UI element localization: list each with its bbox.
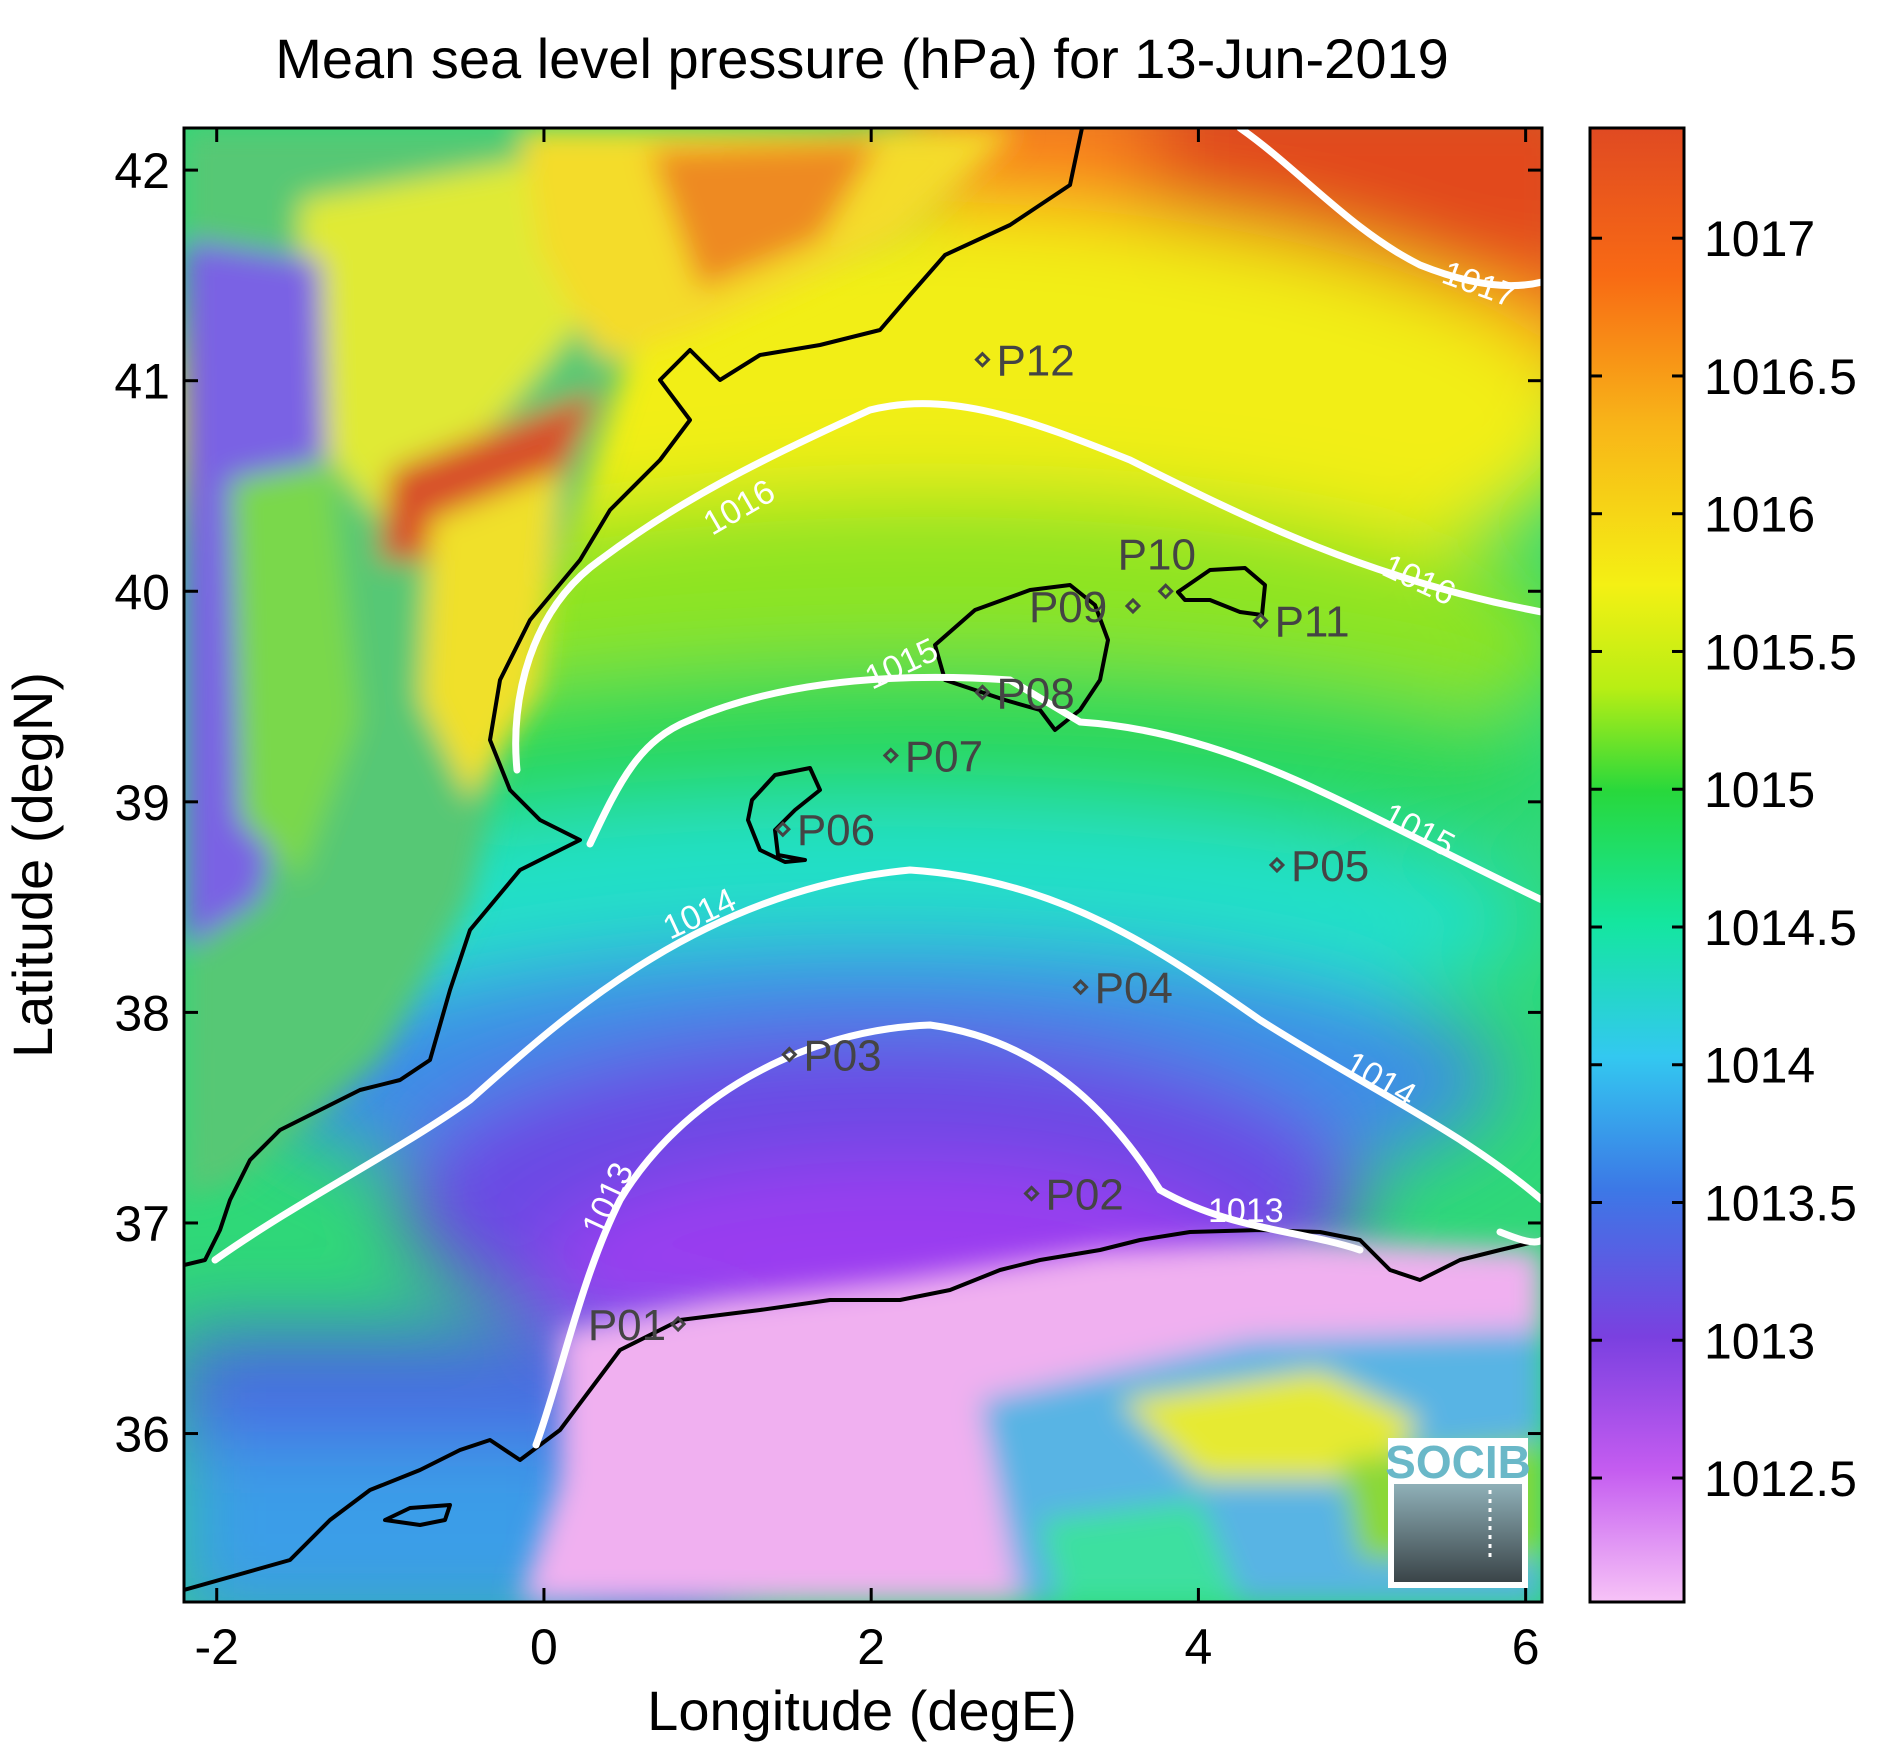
station-p07[interactable]: P07: [882, 733, 983, 782]
station-label: P09: [1029, 583, 1107, 632]
colorbar-tick-label: 1016.5: [1704, 349, 1857, 405]
isobar-1016: [512, 400, 1542, 774]
station-label: P06: [797, 806, 875, 855]
colorbar-tick-label: 1014.5: [1704, 900, 1857, 956]
colorbar-scale: [1588, 126, 1686, 1604]
station-p08[interactable]: P08: [974, 669, 1075, 718]
station-p10[interactable]: P10: [1118, 530, 1196, 600]
colorbar-tick-label: 1014: [1704, 1038, 1815, 1094]
station-marker-icon: [1023, 1185, 1040, 1202]
station-marker-icon: [1124, 597, 1142, 615]
station-marker-icon: [1157, 583, 1174, 600]
station-p02[interactable]: P02: [1023, 1170, 1124, 1219]
contour-label-1013-east: 1013: [1208, 1192, 1284, 1230]
station-marker-icon: [974, 684, 991, 701]
axes: -2 0 2 4 6 36 37 38 39 40 41 42: [114, 128, 1542, 1675]
station-label: P05: [1291, 842, 1369, 891]
station-marker-icon: [1072, 979, 1089, 996]
coastlines: [184, 128, 1542, 1592]
x-tick-label: 2: [857, 1619, 885, 1675]
station-marker-icon: [974, 351, 991, 368]
isobar-1014: [211, 866, 1542, 1264]
station-marker-icon: [1268, 856, 1286, 874]
colorbar-tick-label: 1013.5: [1704, 1176, 1857, 1232]
x-tick-label: 0: [530, 1619, 558, 1675]
socib-logo-text: SOCIB: [1385, 1436, 1531, 1488]
station-p11[interactable]: P11: [1252, 598, 1350, 647]
station-marker-icon: [781, 1046, 798, 1063]
station-label: P03: [803, 1032, 881, 1081]
y-tick-label: 37: [114, 1196, 170, 1252]
station-p04[interactable]: P04: [1072, 964, 1173, 1013]
station-p01[interactable]: P01: [588, 1301, 687, 1350]
station-label: P07: [905, 733, 983, 782]
colorbar-tick-label: 1012.5: [1704, 1451, 1857, 1507]
y-tick-label: 42: [114, 143, 170, 199]
colorbar-tick-label: 1015.5: [1704, 624, 1857, 680]
station-label: P12: [996, 337, 1074, 386]
y-tick-label: 39: [114, 775, 170, 831]
y-tick-label: 36: [114, 1407, 170, 1463]
colorbar-tick-label: 1016: [1704, 487, 1815, 543]
y-axis-label: Latitude (degN): [1, 672, 64, 1058]
colorbar-ticks: 1012.5 1013 1013.5 1014 1014.5 1015 1015.5 1016…: [1590, 211, 1857, 1507]
station-label: P02: [1046, 1170, 1124, 1219]
plot-frame: [182, 126, 1544, 1604]
station-p05[interactable]: P05: [1268, 842, 1369, 891]
isobars: [211, 128, 1542, 1449]
colorbar-tick-label: 1013: [1704, 1313, 1815, 1369]
isobar-1015: [586, 673, 1542, 904]
pressure-field: [184, 128, 1542, 1602]
station-label: P11: [1275, 598, 1350, 647]
x-tick-label: -2: [194, 1619, 238, 1675]
isobar-1017: [1236, 128, 1542, 290]
x-tick-label: 4: [1185, 1619, 1213, 1675]
station-p03[interactable]: P03: [781, 1032, 882, 1081]
station-label: P10: [1118, 530, 1196, 579]
station-p12[interactable]: P12: [974, 337, 1075, 386]
colorbar-tick-label: 1015: [1704, 762, 1815, 818]
y-tick-label: 38: [114, 985, 170, 1041]
station-marker-icon: [669, 1315, 687, 1333]
station-label: P04: [1095, 964, 1173, 1013]
map-title: Mean sea level pressure (hPa) for 13-Jun…: [275, 27, 1449, 90]
station-label: P01: [588, 1301, 666, 1350]
station-label: P08: [996, 669, 1074, 718]
isobar-1013: [532, 1021, 1364, 1449]
station-marker-icon: [774, 821, 791, 838]
y-tick-label: 40: [114, 564, 170, 620]
station-p06[interactable]: P06: [774, 806, 875, 855]
colorbar-tick-label: 1017: [1704, 211, 1815, 267]
socib-logo: SOCIB: [1385, 1436, 1531, 1588]
station-marker-icon: [882, 747, 899, 764]
colorbar: 1012.5 1013 1013.5 1014 1014.5 1015 1015.5 1016…: [1588, 126, 1857, 1604]
station-marker-icon: [1252, 612, 1269, 629]
x-tick-label: 6: [1512, 1619, 1540, 1675]
x-axis-label: Longitude (degE): [647, 1679, 1077, 1742]
station-p09[interactable]: P09: [1029, 583, 1142, 632]
y-tick-label: 41: [114, 354, 170, 410]
